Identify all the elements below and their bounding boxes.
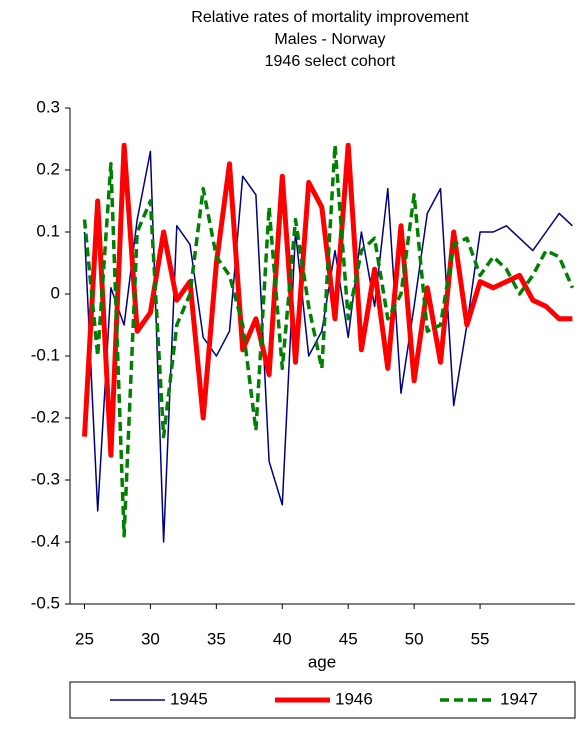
x-tick-label: 45 bbox=[339, 629, 358, 648]
y-tick-label: -0.4 bbox=[31, 531, 60, 550]
x-tick-label: 55 bbox=[471, 629, 490, 648]
y-tick-label: -0.5 bbox=[31, 593, 60, 612]
chart-title: Relative rates of mortality improvement bbox=[191, 9, 469, 26]
y-tick-label: 0.3 bbox=[36, 97, 60, 116]
legend-label: 1946 bbox=[335, 689, 373, 708]
x-tick-label: 35 bbox=[207, 629, 226, 648]
x-axis-label: age bbox=[308, 652, 336, 671]
x-tick-label: 25 bbox=[75, 629, 94, 648]
series-line bbox=[82, 143, 575, 538]
legend-label: 1945 bbox=[170, 689, 208, 708]
y-tick-label: -0.3 bbox=[31, 469, 60, 488]
y-tick-label: 0 bbox=[51, 283, 60, 302]
x-tick-label: 50 bbox=[405, 629, 424, 648]
y-tick-label: 0.1 bbox=[36, 221, 60, 240]
legend-label: 1947 bbox=[500, 689, 538, 708]
legend-box bbox=[69, 681, 576, 719]
y-tick-label: -0.1 bbox=[31, 345, 60, 364]
x-tick-label: 40 bbox=[273, 629, 292, 648]
chart-subtitle: Males - Norway bbox=[274, 31, 385, 48]
chart-subtitle: 1946 select cohort bbox=[265, 53, 396, 70]
series-line bbox=[83, 150, 573, 543]
y-tick-label: -0.2 bbox=[31, 407, 60, 426]
y-tick-label: 0.2 bbox=[36, 159, 60, 178]
x-tick-label: 30 bbox=[141, 629, 160, 648]
